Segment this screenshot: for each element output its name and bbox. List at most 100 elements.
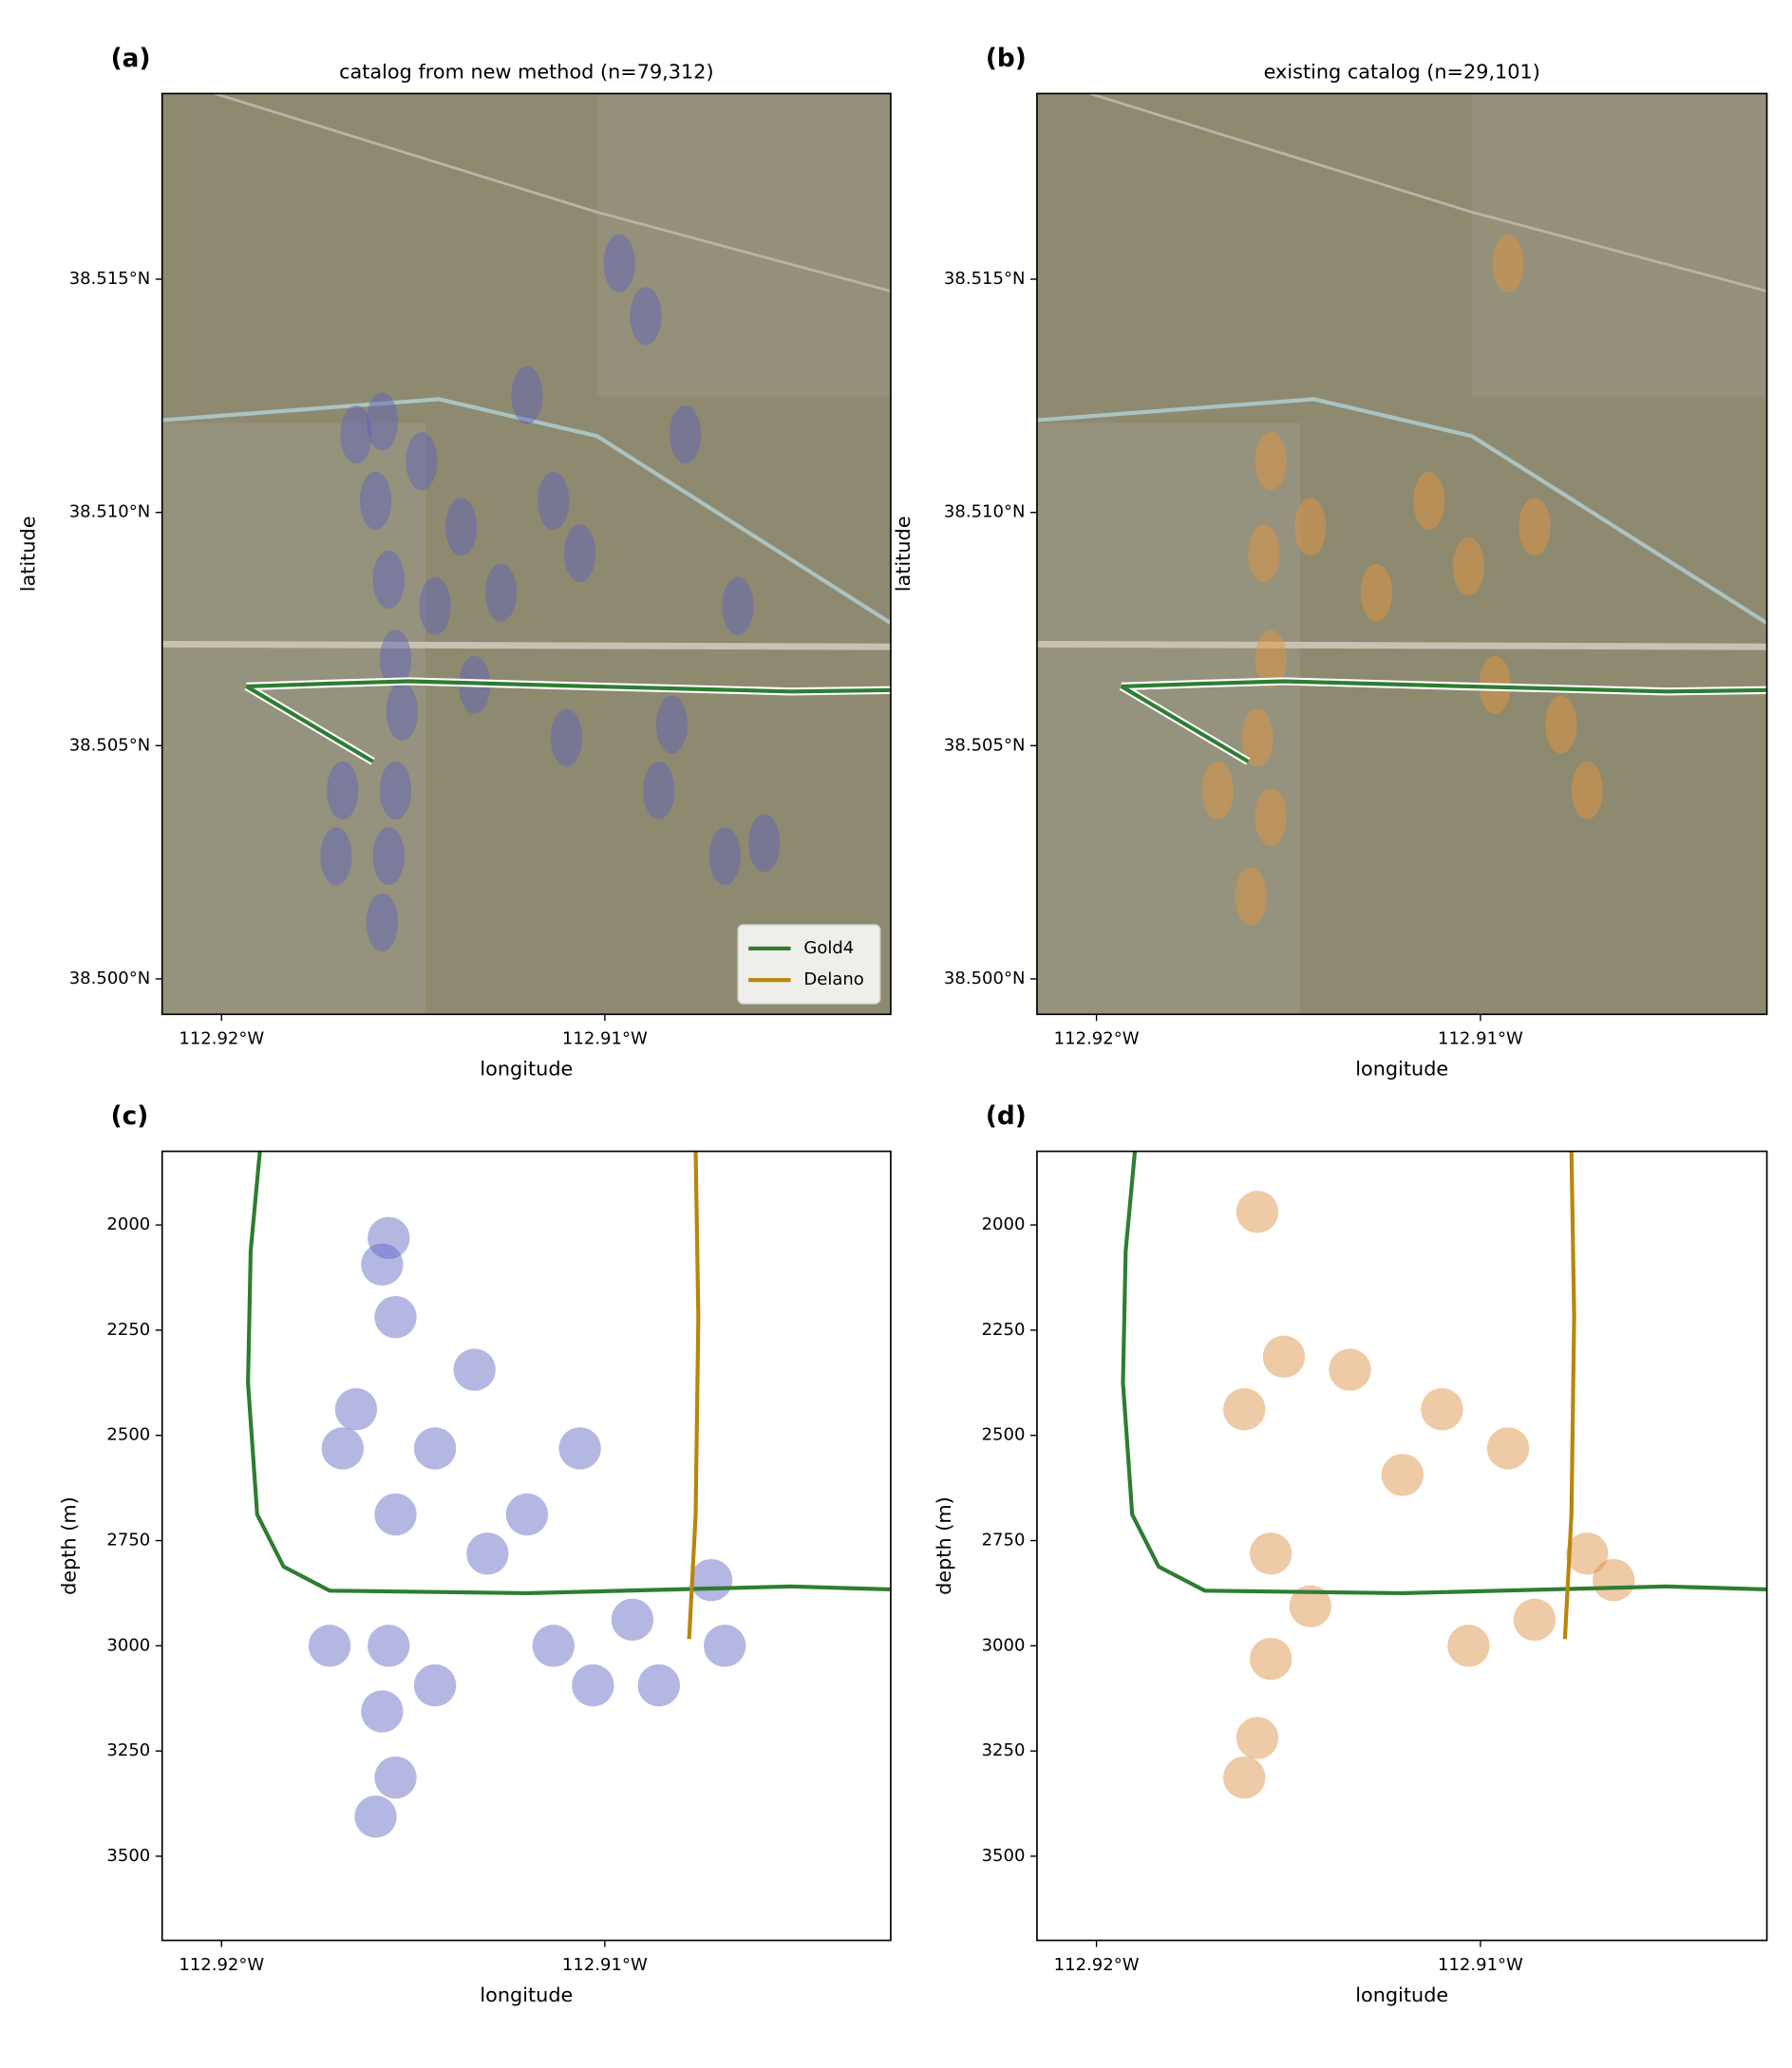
event-cluster: [484, 563, 518, 622]
event-cluster: [413, 1664, 457, 1707]
event-cluster: [1223, 1756, 1266, 1799]
y-tick-label: 3250: [106, 1740, 150, 1760]
event-cluster: [572, 1664, 614, 1707]
y-tick-label: 3500: [106, 1846, 150, 1866]
event-cluster: [372, 827, 405, 886]
x-tick-label: 112.92°W: [1054, 1029, 1140, 1049]
y-tick-label: 3500: [982, 1846, 1026, 1866]
event-cluster: [374, 1295, 417, 1339]
event-cluster: [386, 682, 419, 741]
plot-area: [161, 1151, 891, 1941]
panel: 112.92°W 112.91°W 2000 2250 2500 2750 3000 3250…: [58, 1102, 892, 2006]
x-tick-label: 112.91°W: [1438, 1955, 1523, 1975]
event-cluster: [1571, 761, 1603, 819]
event-cluster: [406, 432, 438, 491]
event-cluster: [611, 1598, 654, 1642]
y-tick-label: 38.500°N: [69, 968, 151, 988]
event-cluster: [558, 1427, 601, 1470]
y-tick-label: 2000: [106, 1214, 150, 1234]
y-axis-label: latitude: [892, 516, 915, 592]
event-cluster: [1486, 1427, 1530, 1470]
road: [1036, 397, 1767, 625]
y-tick-label: 38.500°N: [944, 968, 1026, 988]
event-cluster: [1518, 498, 1551, 556]
event-cluster: [1381, 1454, 1424, 1496]
event-cluster: [1413, 471, 1445, 530]
event-cluster: [643, 761, 675, 819]
event-cluster: [1254, 787, 1287, 846]
event-cluster: [368, 1216, 410, 1260]
axes-frame: [1036, 92, 1768, 1016]
event-cluster: [379, 761, 412, 819]
y-axis-label: depth (m): [933, 1496, 955, 1595]
event-cluster: [1566, 1532, 1609, 1575]
event-cluster: [1289, 1585, 1332, 1627]
event-cluster: [366, 392, 399, 451]
event-cluster: [374, 1756, 417, 1799]
x-axis-label: longitude: [1355, 1058, 1448, 1081]
event-cluster: [361, 1243, 404, 1286]
y-tick-label: 2750: [106, 1531, 150, 1551]
event-cluster: [1249, 1637, 1292, 1681]
event-cluster: [1241, 708, 1273, 767]
road: [1089, 93, 1767, 292]
event-cluster: [1452, 537, 1485, 596]
event-cluster: [1360, 563, 1393, 622]
well-trajectory: [687, 1151, 701, 1640]
event-cluster: [374, 1493, 417, 1536]
event-cluster: [1236, 1191, 1279, 1233]
x-tick-label: 112.92°W: [179, 1955, 264, 1975]
panel: 112.92°W 112.91°W 38.500°N 38.505°N 38.510°N…: [17, 45, 892, 1081]
road: [1036, 640, 1767, 650]
event-cluster: [366, 893, 399, 952]
x-tick-label: 112.91°W: [562, 1955, 648, 1975]
plot-area: [1036, 1151, 1767, 1941]
x-tick-label: 112.92°W: [179, 1029, 264, 1049]
event-cluster: [1248, 524, 1280, 583]
y-tick-label: 38.515°N: [69, 269, 151, 289]
event-cluster: [1492, 234, 1524, 292]
event-cluster: [1294, 498, 1327, 556]
event-cluster: [603, 234, 635, 292]
event-cluster: [505, 1493, 549, 1536]
event-cluster: [444, 498, 478, 556]
legend-label: Gold4: [803, 938, 854, 958]
event-cluster: [334, 1388, 378, 1431]
event-cluster: [1329, 1348, 1371, 1391]
plot-bg: [1036, 1151, 1767, 1941]
y-tick-label: 2750: [982, 1531, 1026, 1551]
road: [161, 397, 891, 625]
event-cluster: [637, 1664, 680, 1707]
event-cluster: [669, 405, 702, 464]
y-tick-label: 2500: [982, 1425, 1026, 1445]
well-trajectory: [1562, 1151, 1576, 1640]
panel-label: (a): [111, 45, 151, 73]
event-cluster: [372, 550, 405, 609]
event-cluster: [1593, 1558, 1635, 1602]
event-cluster: [379, 630, 412, 688]
road: [214, 93, 891, 292]
event-cluster: [1254, 432, 1287, 491]
event-cluster: [361, 1690, 404, 1733]
event-cluster: [704, 1625, 746, 1667]
plot-area: [161, 93, 891, 1015]
y-tick-label: 38.510°N: [944, 502, 1026, 522]
y-tick-label: 3000: [982, 1635, 1026, 1655]
panel-label: (d): [986, 1102, 1027, 1131]
event-cluster: [1249, 1532, 1292, 1575]
event-cluster: [630, 287, 662, 346]
y-tick-label: 3250: [982, 1740, 1026, 1760]
event-cluster: [689, 1558, 733, 1602]
event-cluster: [327, 761, 359, 819]
event-cluster: [708, 827, 741, 886]
event-cluster: [1201, 761, 1235, 819]
event-cluster: [1235, 867, 1267, 926]
panel-label: (b): [986, 45, 1027, 73]
basemap-tint: [596, 93, 891, 397]
x-tick-label: 112.91°W: [562, 1029, 648, 1049]
x-tick-label: 112.91°W: [1438, 1029, 1523, 1049]
y-tick-label: 38.505°N: [944, 735, 1026, 755]
well-trajectory: [246, 1151, 891, 1596]
